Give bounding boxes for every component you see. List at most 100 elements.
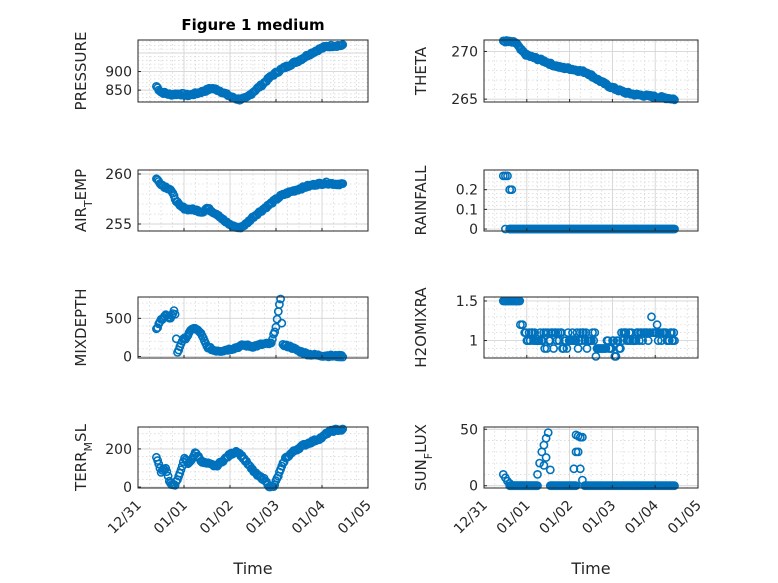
data-point <box>563 328 573 337</box>
y-tick-label: 0 <box>123 349 132 365</box>
y-axis-label: RAINFALL <box>412 165 430 236</box>
y-axis-label: PRESSURE <box>72 32 90 111</box>
data-point <box>267 334 277 344</box>
data-point <box>670 95 679 105</box>
data-point <box>549 344 558 353</box>
data-point <box>601 344 611 353</box>
panel-row3-right: 1 1.5 H2OMIXRA <box>412 287 699 368</box>
x-tick-label: 01/03 <box>243 498 283 538</box>
y-axis-label: H2OMIXRA <box>412 287 430 368</box>
data-point <box>503 171 512 181</box>
axes-border <box>137 169 369 232</box>
data-point <box>545 465 555 475</box>
x-tick-label: 01/05 <box>335 498 375 538</box>
y-tick-label: 260 <box>105 167 132 183</box>
data-point <box>609 336 619 345</box>
data-point <box>170 309 180 319</box>
y-tick-label: 1.5 <box>456 294 478 310</box>
data-point <box>643 336 653 345</box>
data-point <box>541 453 551 462</box>
data-point <box>533 481 542 491</box>
y-tick-label: 50 <box>460 422 478 438</box>
data-point <box>569 464 579 474</box>
panel-top-left: 850 900 PRESSURE <box>72 32 369 111</box>
axes-border <box>137 39 369 103</box>
x-tick-label: 12/31 <box>451 498 491 538</box>
data-point <box>578 432 587 442</box>
data-point <box>634 336 644 345</box>
data-point <box>562 344 572 353</box>
data-point <box>591 351 601 361</box>
x-tick-label: 12/31 <box>105 498 145 538</box>
data-point <box>151 324 161 334</box>
axes-border <box>483 39 699 103</box>
data-point <box>616 344 625 353</box>
y-tick-label: 850 <box>105 83 132 99</box>
data-point <box>543 428 553 437</box>
axes-border <box>483 296 699 359</box>
y-tick-label: 0.1 <box>456 202 478 218</box>
data-point <box>573 344 583 353</box>
x-axis-label: Time <box>570 559 610 578</box>
data-point <box>575 464 585 474</box>
data-point <box>669 328 679 337</box>
data-point <box>571 447 581 457</box>
panel-row3-left: 0 500 MIXDEPTH <box>72 288 369 367</box>
data-point <box>276 294 285 304</box>
y-tick-label: 500 <box>105 311 132 327</box>
data-point <box>154 459 164 469</box>
data-point <box>653 336 663 345</box>
axes-border <box>483 169 699 232</box>
axes-border <box>137 296 369 359</box>
y-tick-label: 0.2 <box>456 183 478 199</box>
data-point <box>337 350 346 360</box>
data-point <box>533 469 542 479</box>
data-point <box>638 336 647 345</box>
x-tick-label: 01/05 <box>665 498 705 538</box>
data-point <box>507 185 517 195</box>
data-point <box>155 463 165 473</box>
data-point <box>582 344 592 353</box>
y-tick-label: 255 <box>105 217 132 233</box>
data-point <box>271 322 281 332</box>
data-point <box>664 336 674 345</box>
data-point <box>338 424 348 434</box>
y-tick-label: 265 <box>451 92 478 108</box>
x-tick-label: 01/03 <box>579 498 619 538</box>
y-tick-label: 270 <box>451 44 478 60</box>
data-point <box>613 336 623 345</box>
y-tick-label: 0 <box>469 222 478 238</box>
panel-bottom-right: 0 50 12/31 01/01 01/02 01/03 01/04 01/05 SUNFLUX… <box>412 422 705 578</box>
x-tick-label: 01/02 <box>537 498 577 538</box>
data-point <box>571 336 581 345</box>
y-tick-label: 900 <box>105 65 132 81</box>
data-point <box>535 458 544 468</box>
y-axis-label: THETA <box>412 46 430 96</box>
data-point <box>162 467 172 477</box>
y-tick-label: 200 <box>105 442 132 458</box>
axes-border <box>483 426 699 489</box>
data-point <box>670 481 679 491</box>
y-axis-label: TERRMSL <box>72 423 95 492</box>
x-tick-label: 01/02 <box>197 498 237 538</box>
data-point <box>530 328 540 337</box>
x-tick-label: 01/04 <box>289 497 329 537</box>
panel-row2-left: 255 260 AIRTEMP <box>72 167 369 233</box>
x-tick-label: 01/01 <box>494 498 534 538</box>
x-tick-label: 01/04 <box>622 497 662 537</box>
axes-frame <box>483 426 699 489</box>
panel-bottom-left: 0 200 12/31 01/01 01/02 01/03 01/04 01/05 TERRMS… <box>72 423 375 578</box>
data-point <box>647 312 656 322</box>
y-tick-label: 1 <box>469 334 478 350</box>
y-axis-label: AIRTEMP <box>72 169 95 232</box>
data-point <box>670 224 679 234</box>
data-point <box>590 328 600 337</box>
data-point <box>589 336 599 345</box>
data-point <box>160 465 169 475</box>
data-point <box>278 458 288 468</box>
chart-title: Figure 1 medium <box>181 16 324 34</box>
data-point <box>338 40 348 50</box>
data-point <box>277 318 287 328</box>
data-point <box>539 460 549 470</box>
